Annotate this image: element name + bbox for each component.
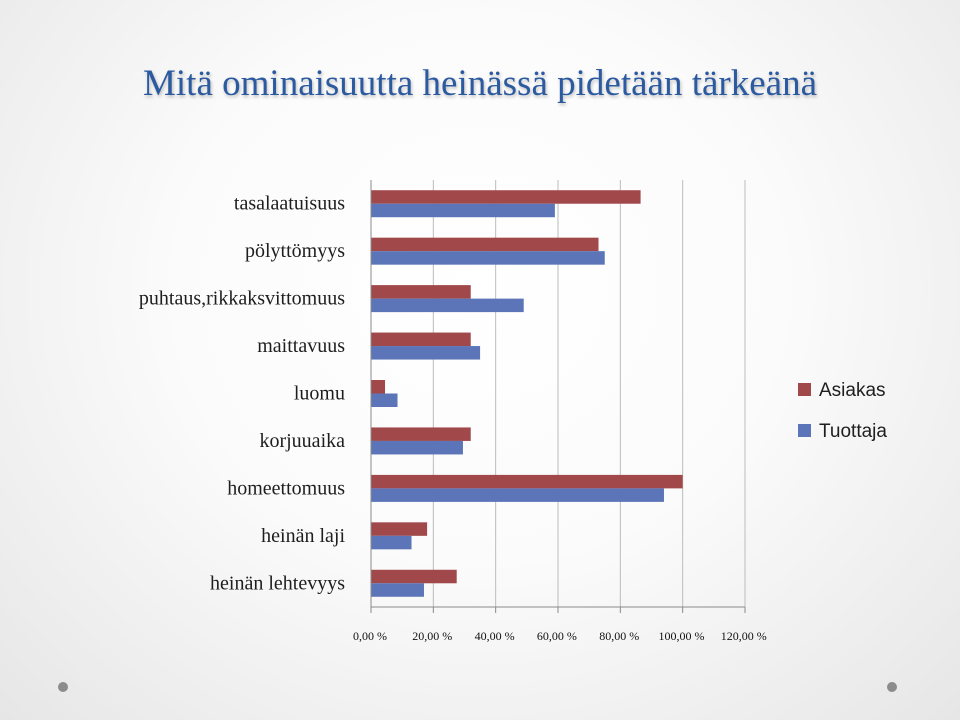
slide-decoration-dot-left <box>58 682 68 692</box>
x-tick-label: 80,00 % <box>599 629 639 643</box>
category-label: luomu <box>294 383 345 405</box>
legend-swatch <box>798 424 811 437</box>
bars <box>371 190 683 597</box>
bar-asiakas <box>371 474 683 489</box>
bar-tuottaja <box>371 203 555 218</box>
legend-label: Asiakas <box>819 380 886 401</box>
category-label: heinän lehtevyys <box>210 572 345 594</box>
bar-asiakas <box>371 522 428 536</box>
legend: Asiakas Tuottaja <box>798 380 887 442</box>
category-label: korjuuaika <box>259 430 345 452</box>
slide-title: Mitä ominaisuutta heinässä pidetään tärk… <box>143 63 817 104</box>
bar-tuottaja <box>371 583 424 597</box>
bar-asiakas <box>371 569 457 584</box>
bar-tuottaja <box>371 488 664 502</box>
tick-labels: 0,00 % 20,00 % 40,00 % 60,00 % 80,00 % 100,00… <box>353 629 767 643</box>
x-tick-label: 0,00 % <box>353 629 387 643</box>
bar-tuottaja <box>371 393 398 407</box>
category-label: puhtaus,rikkaksvittomuus <box>139 288 345 310</box>
bar-asiakas <box>371 332 471 347</box>
x-axis <box>370 180 746 613</box>
x-tick-label: 120,00 % <box>721 629 767 643</box>
slide-decoration-dot-right <box>887 682 897 692</box>
category-label: homeettomuus <box>227 477 345 499</box>
bar-asiakas <box>371 285 471 299</box>
bar-asiakas <box>371 190 641 204</box>
bar-tuottaja <box>371 346 481 360</box>
x-tick-label: 60,00 % <box>537 629 577 643</box>
legend-label: Tuottaja <box>819 421 887 442</box>
bar-asiakas <box>371 427 471 441</box>
x-tick-label: 100,00 % <box>659 629 705 643</box>
x-tick-label: 20,00 % <box>412 629 452 643</box>
category-label: heinän laji <box>261 525 345 547</box>
category-label: tasalaatuisuus <box>234 193 345 215</box>
bar-asiakas <box>371 380 386 394</box>
bar-tuottaja <box>371 298 524 313</box>
bar-tuottaja <box>371 535 412 550</box>
bar-tuottaja <box>371 440 463 455</box>
bar-tuottaja <box>371 251 605 265</box>
legend-swatch <box>798 383 811 396</box>
category-labels: tasalaatuisuus pölyttömyys puhtaus,rikkaks… <box>139 193 346 595</box>
category-label: pölyttömyys <box>245 240 345 262</box>
bar-asiakas <box>371 237 599 252</box>
x-tick-label: 40,00 % <box>475 629 515 643</box>
category-label: maittavuus <box>257 335 345 357</box>
